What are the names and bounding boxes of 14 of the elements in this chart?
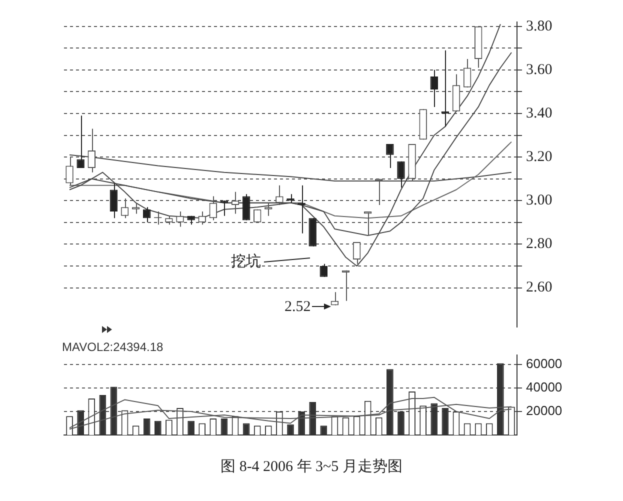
annotation: 挖坑 [231,252,261,270]
y-tick-label: 2.80 [526,236,552,252]
y-tick-label: 3.40 [526,105,552,122]
y-tick-label: 3.60 [526,62,552,78]
y-tick-label: 3.20 [526,149,552,166]
y-tick-label: 3.00 [526,192,552,209]
y-tick-label: 20000 [526,403,562,418]
annotation: 2.52 [284,299,311,316]
y-tick-label: 3.80 [526,18,552,34]
caption: 图 8-4 2006 年 3~5 月走势图 [220,458,404,476]
y-tick-label: 2.60 [526,280,552,296]
y-tick-label: 60000 [526,356,562,371]
y-tick-label: 40000 [526,380,562,395]
text: MAVOL2:24394.18 [62,340,164,354]
